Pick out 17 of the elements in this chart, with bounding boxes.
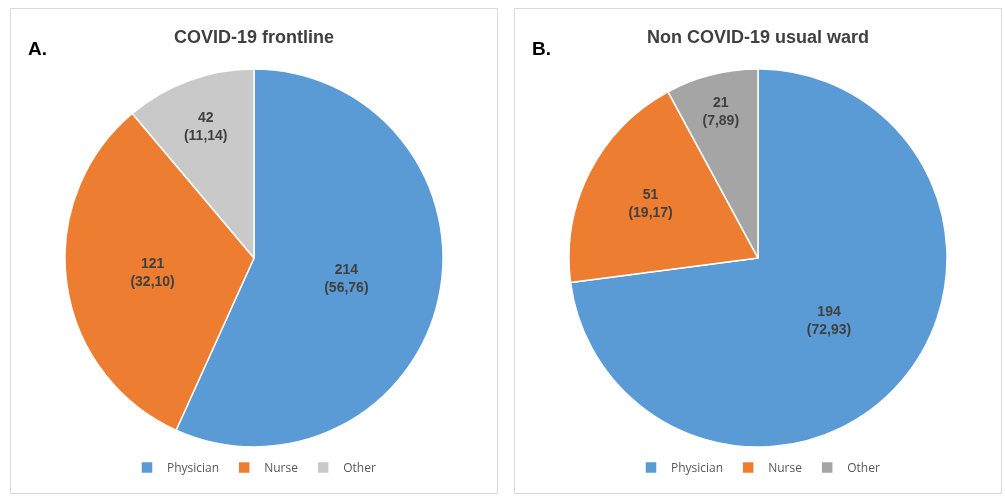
- data-label: 51 (19,17): [628, 186, 673, 221]
- data-label: 42 (11,14): [183, 108, 228, 143]
- pie-slice: [569, 68, 948, 448]
- legend-label: Other: [847, 459, 880, 477]
- legend-label: Physician: [167, 459, 220, 477]
- data-label: 121 (32,10): [130, 254, 175, 290]
- legend-label: Nurse: [768, 459, 803, 477]
- text: B.: [532, 38, 551, 59]
- legend-label: Nurse: [264, 459, 299, 477]
- legend-label: Physician: [671, 459, 724, 477]
- legend-label: Other: [343, 459, 376, 477]
- text: A.: [28, 38, 47, 59]
- chart-title: Non COVID-19 usual ward: [646, 27, 870, 48]
- data-label: 214 (56,76): [324, 260, 369, 296]
- data-label: 194 (72,93): [806, 303, 852, 338]
- chart-title: COVID-19 frontline: [173, 27, 335, 48]
- data-label: 21 (7,89): [702, 93, 740, 128]
